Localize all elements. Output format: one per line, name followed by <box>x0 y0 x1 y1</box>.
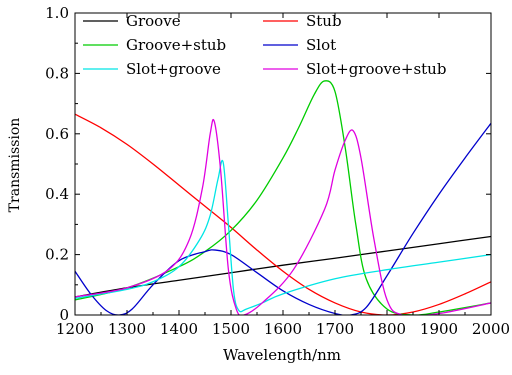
legend-label-slot-groove: Slot+groove <box>126 60 221 78</box>
y-tick-label-5: 1.0 <box>45 4 69 22</box>
y-tick-label-3: 0.6 <box>45 125 69 143</box>
x-tick-label-1700: 1700 <box>316 320 354 338</box>
x-tick-label-1500: 1500 <box>212 320 250 338</box>
plot-area <box>75 80 491 315</box>
series-line-stub <box>75 113 491 315</box>
plot-frame <box>74 12 492 316</box>
series-line-groove <box>75 235 491 298</box>
y-tick-label-2: 0.4 <box>45 185 69 203</box>
x-tick-label-1300: 1300 <box>108 320 146 338</box>
y-tick-label-0: 0 <box>59 306 69 324</box>
legend-label-groove-stub: Groove+stub <box>126 36 226 54</box>
x-axis-label: Wavelength/nm <box>223 346 341 364</box>
axes: 1200 1300 1400 1500 1600 1700 1800 1900 2000 0 0.2… <box>45 4 510 338</box>
y-tick-label-4: 0.8 <box>45 64 69 82</box>
legend-label-stub: Stub <box>306 12 342 30</box>
x-tick-label-1600: 1600 <box>264 320 302 338</box>
legend: Groove Stub Groove+stub Slot Slot+groove Slot… <box>83 12 446 78</box>
y-tick-label-1: 0.2 <box>45 246 69 264</box>
x-tick-label-2000: 2000 <box>472 320 510 338</box>
x-tick-label-1200: 1200 <box>56 320 94 338</box>
y-axis-label: Transmission <box>7 118 23 213</box>
series-line-slot-groove-stub <box>75 118 491 315</box>
legend-label-groove: Groove <box>126 12 181 30</box>
x-tick-label-1400: 1400 <box>160 320 198 338</box>
series-line-groove-stub <box>75 80 491 315</box>
legend-label-slot: Slot <box>306 36 336 54</box>
x-tick-label-1900: 1900 <box>420 320 458 338</box>
legend-label-slot-groove-stub: Slot+groove+stub <box>306 60 446 78</box>
x-tick-label-1800: 1800 <box>368 320 406 338</box>
series-line-slot-groove <box>75 160 491 313</box>
